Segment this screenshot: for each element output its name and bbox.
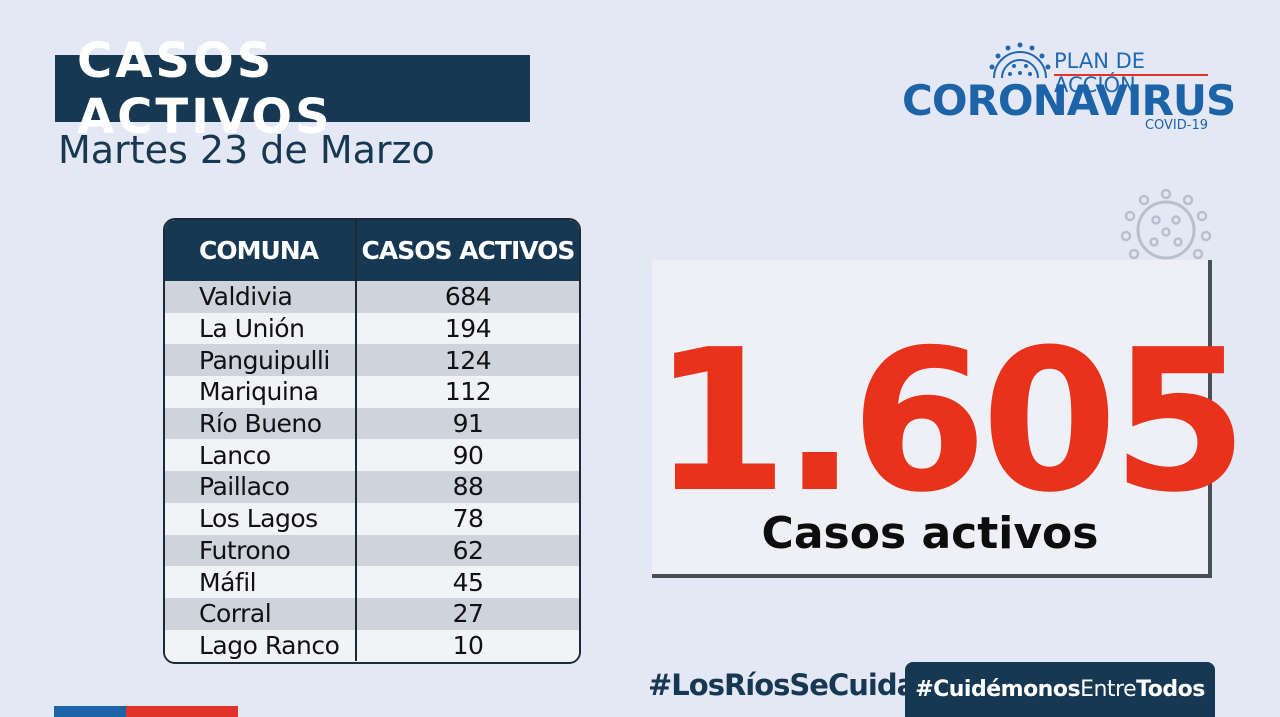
hashtag-los-rios: #LosRíosSeCuida [648,668,916,702]
table-row: Mariquina 112 [165,376,579,408]
hashtag-part: Entre [1080,677,1137,702]
cell-comuna: Lanco [165,439,357,472]
virus-icon [989,42,1051,78]
cell-casos: 684 [356,281,579,313]
cell-casos: 62 [356,534,579,567]
coronavirus-logo: PLAN DE ACCIÓN CORONAVIRUS COVID-19 [900,42,1236,137]
column-header-casos: CASOS ACTIVOS [356,220,579,281]
table-row: Lanco 90 [165,439,579,472]
cell-comuna: Mariquina [165,376,357,408]
cell-casos: 194 [356,312,579,345]
cell-comuna: Lago Ranco [165,629,357,662]
cell-casos: 124 [356,344,579,377]
table-row: Máfil 45 [165,566,579,598]
table-row: Corral 27 [165,597,579,630]
table-row: Los Lagos 78 [165,502,579,535]
cell-comuna: La Unión [165,312,357,345]
cell-comuna: Panguipulli [165,344,357,377]
cell-casos: 112 [356,376,579,408]
logo-plan-text: PLAN DE ACCIÓN [1054,49,1146,97]
virus-icon [1120,188,1212,260]
report-date: Martes 23 de Marzo [58,128,435,172]
cell-comuna: Paillaco [165,471,357,503]
cell-comuna: Futrono [165,534,357,567]
column-header-comuna: COMUNA [165,220,357,281]
table-row: Valdivia 684 [165,281,579,313]
cell-casos: 90 [356,439,579,472]
cell-casos: 78 [356,502,579,535]
logo-name: CORONAVIRUS [902,76,1236,125]
cell-casos: 88 [356,471,579,503]
total-cases-label: Casos activos [761,508,1099,559]
table-row: Panguipulli 124 [165,344,579,377]
table-header-row: COMUNA CASOS ACTIVOS [165,220,579,281]
table-row: La Unión 194 [165,312,579,345]
title-banner: CASOS ACTIVOS [55,33,530,145]
cell-comuna: Máfil [165,566,357,598]
table-row: Paillaco 88 [165,471,579,503]
table-row: Río Bueno 91 [165,407,579,440]
cell-comuna: Los Lagos [165,502,357,535]
logo-sub: COVID-19 [1144,118,1208,133]
hashtag-part: Todos [1136,677,1205,702]
total-cases-card: 1.605 Casos activos [652,260,1248,578]
cell-comuna: Valdivia [165,281,357,313]
table-row: Futrono 62 [165,534,579,567]
cell-comuna: Río Bueno [165,407,357,440]
hashtag-cuidemonos: #Cuidémonos Entre Todos [905,662,1215,717]
footer-accent-blue [54,706,126,717]
cell-casos: 10 [356,629,579,662]
hashtag-part: #Cuidémonos [915,677,1081,702]
total-cases-value: 1.605 [652,308,1248,536]
table-row: Lago Ranco 10 [165,629,579,662]
cell-casos: 45 [356,566,579,598]
cell-comuna: Corral [165,597,357,630]
footer-accent-red [126,706,238,717]
cell-casos: 27 [356,597,579,630]
cases-table: COMUNA CASOS ACTIVOS Valdivia 684 La Unió… [163,218,581,664]
page-title: CASOS ACTIVOS [77,32,333,145]
logo-divider [1054,74,1208,76]
cell-casos: 91 [356,407,579,440]
